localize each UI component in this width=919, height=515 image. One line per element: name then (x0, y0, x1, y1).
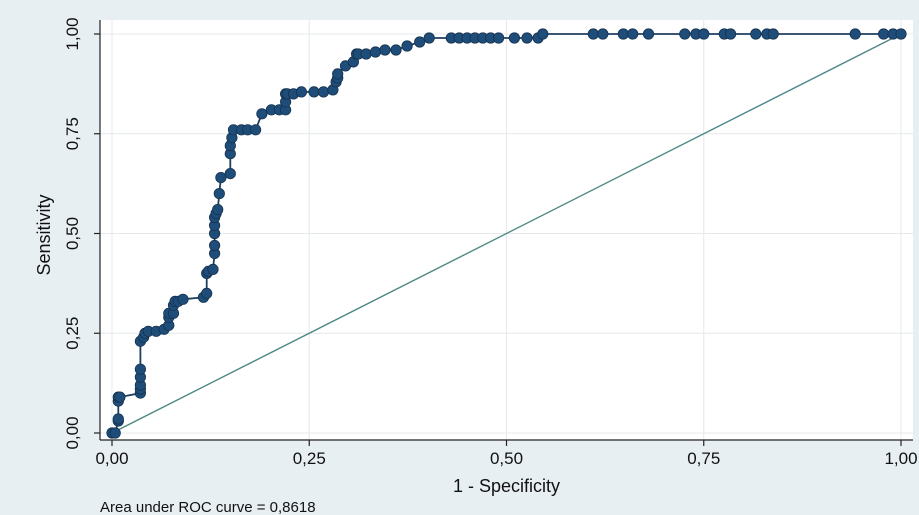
roc-point (109, 427, 121, 439)
auc-note: Area under ROC curve = 0,8618 (100, 499, 316, 515)
roc-point (587, 28, 599, 40)
roc-point (209, 239, 221, 252)
roc-point (423, 32, 435, 44)
roc-point (401, 40, 413, 52)
roc-point (877, 28, 890, 40)
roc-point (642, 28, 655, 40)
roc-point (849, 28, 861, 40)
reference-diagonal (111, 33, 902, 434)
roc-point (895, 28, 907, 40)
roc-point (295, 86, 307, 98)
roc-point (750, 28, 762, 40)
y-tick-label: 0,75 (63, 117, 82, 150)
roc-point (360, 48, 372, 60)
y-tick-label: 0,25 (63, 317, 82, 350)
roc-point (114, 391, 126, 403)
roc-point (212, 204, 224, 216)
roc-point (250, 124, 262, 136)
roc-point (112, 413, 124, 425)
roc-point (679, 28, 691, 40)
roc-point (537, 28, 549, 40)
y-tick-label: 0,00 (63, 416, 82, 449)
x-tick-label: 0,25 (293, 449, 326, 468)
roc-point (332, 68, 344, 80)
roc-point (379, 44, 391, 56)
roc-point (213, 188, 225, 200)
roc-point (317, 86, 330, 98)
roc-point (698, 28, 710, 40)
roc-point (177, 293, 189, 305)
y-tick-label: 0,50 (63, 217, 82, 250)
roc-point (627, 28, 639, 40)
roc-point (767, 28, 779, 40)
x-tick-label: 0,50 (490, 449, 523, 468)
roc-point (134, 363, 146, 375)
roc-point (390, 44, 402, 56)
x-tick-label: 1,00 (884, 449, 917, 468)
roc-point (224, 168, 236, 180)
x-tick-label: 0,00 (95, 449, 128, 468)
roc-point (521, 32, 533, 44)
roc-markers (106, 28, 907, 439)
roc-point (201, 287, 213, 299)
roc-point (215, 172, 227, 184)
y-tick-label: 1,00 (63, 17, 82, 50)
x-tick-label: 0,75 (687, 449, 720, 468)
roc-point (256, 108, 268, 120)
roc-point (308, 86, 320, 98)
roc-point (724, 28, 737, 40)
roc-point (492, 32, 505, 44)
roc-point (207, 263, 219, 275)
y-axis-ticks: 0,00 0,25 0,50 0,75 1,00 (63, 17, 100, 450)
roc-point (508, 32, 521, 44)
y-axis-title: Sensitivity (34, 194, 54, 275)
x-axis-ticks: 0,00 0,25 0,50 0,75 1,00 (95, 440, 918, 468)
roc-point (414, 36, 426, 48)
roc-point (369, 46, 382, 58)
x-axis-title: 1 - Specificity (453, 476, 560, 496)
roc-point (597, 28, 609, 40)
roc-point (617, 28, 629, 40)
